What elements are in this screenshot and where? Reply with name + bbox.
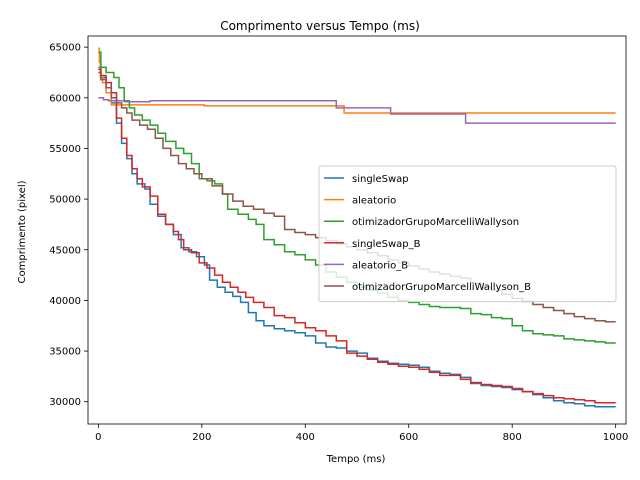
x-tick-label: 1000 (603, 432, 628, 443)
legend-label: singleSwap_B (352, 239, 421, 250)
y-tick-label: 30000 (49, 397, 81, 408)
y-tick-label: 55000 (49, 144, 81, 155)
series-line-otimizadorGrupoMarcelliWallyson (98, 51, 616, 344)
y-axis: 30000 35000 40000 45000 50000 55000 60000 65000 (49, 43, 88, 408)
y-tick-label: 50000 (49, 195, 81, 206)
x-tick-label: 400 (296, 432, 315, 443)
legend-label: aleatorio (352, 196, 396, 207)
x-tick-label: 600 (399, 432, 418, 443)
x-axis-label: Tempo (ms) (326, 454, 386, 465)
axes-frame (87, 35, 627, 425)
legend-label: singleSwap (352, 174, 409, 185)
x-axis: 0 200 400 600 800 1000 (95, 424, 628, 443)
y-tick-label: 60000 (49, 93, 81, 104)
series-line-aleatorio (98, 47, 616, 114)
legend-label: aleatorio_B (352, 260, 408, 271)
legend-label: otimizadorGrupoMarcelliWallyson (352, 217, 519, 228)
x-tick-label: 0 (95, 432, 101, 443)
y-tick-label: 35000 (49, 347, 81, 358)
y-tick-label: 40000 (49, 296, 81, 307)
y-tick-label: 45000 (49, 245, 81, 256)
x-tick-label: 200 (192, 432, 211, 443)
legend-label: otimizadorGrupoMarcelliWallyson_B (352, 282, 531, 293)
chart-title: Comprimento versus Tempo (ms) (220, 19, 420, 33)
legend-box (318, 165, 617, 303)
y-axis-label: Comprimento (pixel) (17, 180, 28, 283)
legend: singleSwap aleatorio otimizadorGrupoMarcel… (318, 165, 617, 303)
y-tick-label: 65000 (49, 43, 81, 54)
series-line-singleSwap_B (98, 68, 616, 404)
series-line-aleatorio_B (98, 97, 616, 124)
x-tick-label: 800 (503, 432, 522, 443)
